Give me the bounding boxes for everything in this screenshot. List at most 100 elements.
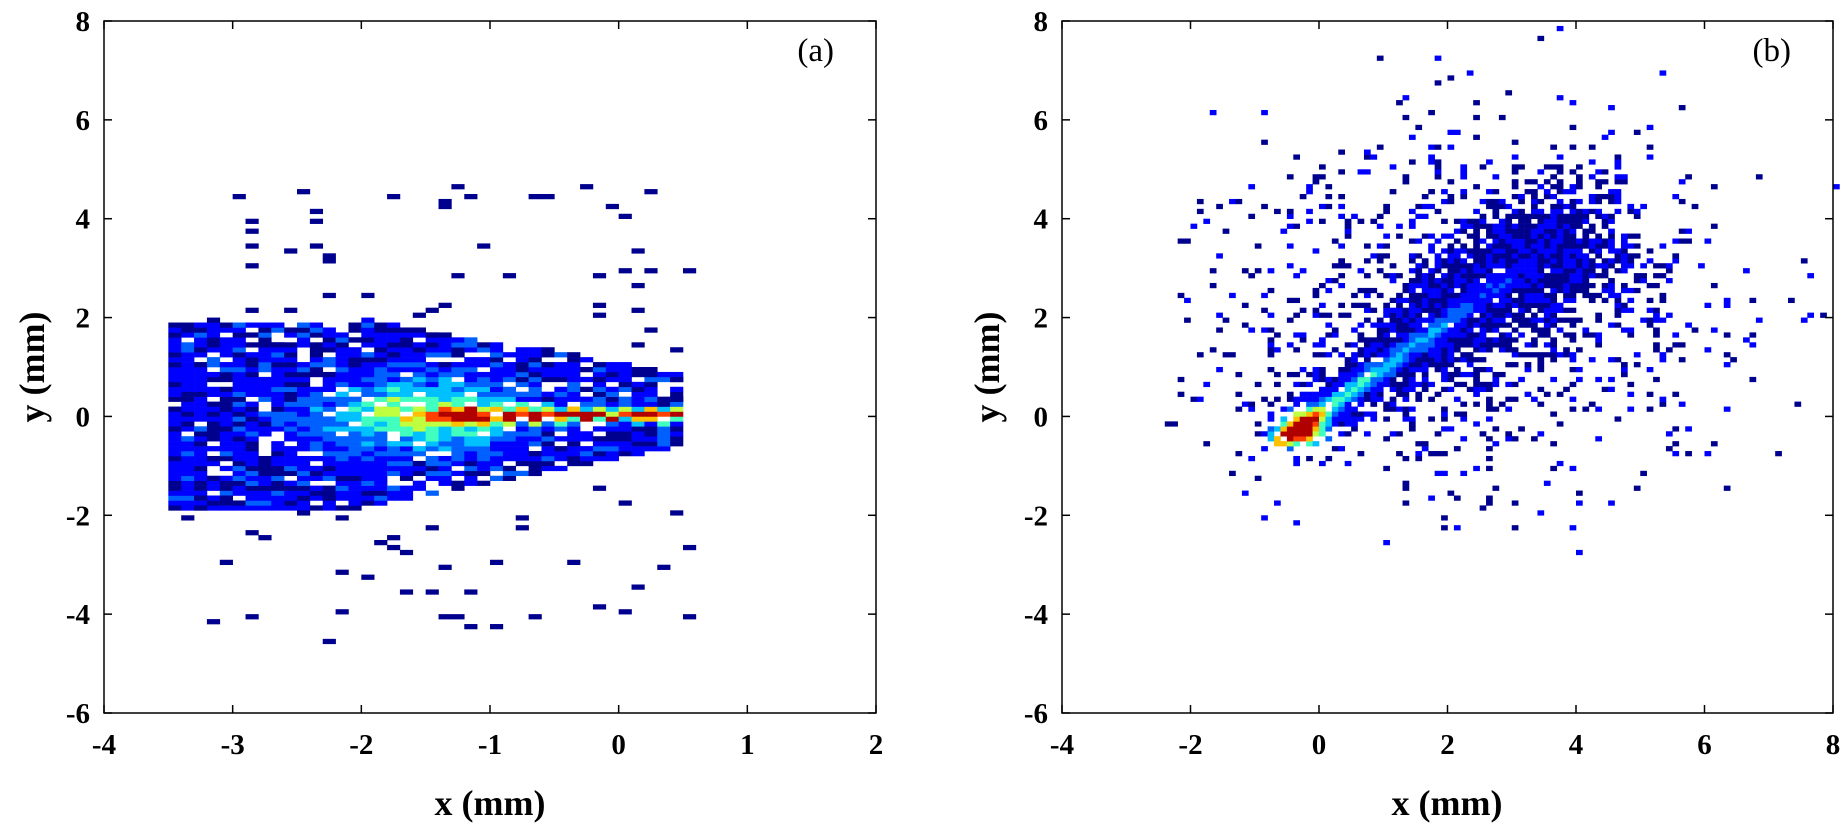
heatmap-cell bbox=[219, 485, 233, 491]
heatmap-cell bbox=[425, 347, 439, 353]
heatmap-cell bbox=[605, 431, 619, 437]
heatmap-cell bbox=[219, 421, 233, 427]
heatmap-cell bbox=[1421, 337, 1429, 343]
heatmap-cell bbox=[1267, 268, 1275, 274]
heatmap-cell bbox=[361, 367, 375, 373]
x-tick-label: 1 bbox=[740, 729, 755, 761]
heatmap-cell bbox=[1614, 189, 1622, 195]
heatmap-cell bbox=[1518, 302, 1525, 308]
heatmap-cell bbox=[1434, 55, 1442, 61]
heatmap-cell bbox=[438, 480, 452, 486]
heatmap-cell bbox=[1511, 258, 1519, 264]
heatmap-cell bbox=[1428, 317, 1435, 323]
heatmap-cell bbox=[1453, 218, 1461, 224]
heatmap-cell bbox=[374, 342, 388, 348]
heatmap-cell bbox=[1730, 357, 1737, 363]
heatmap-cell bbox=[1396, 317, 1403, 323]
heatmap-cell bbox=[464, 376, 478, 383]
heatmap-cell bbox=[1447, 337, 1455, 343]
heatmap-cell bbox=[1312, 248, 1320, 254]
heatmap-cell bbox=[1460, 332, 1468, 338]
heatmap-cell bbox=[1563, 317, 1570, 323]
heatmap-cell bbox=[1441, 362, 1448, 368]
heatmap-cell bbox=[322, 406, 336, 412]
heatmap-cell bbox=[1209, 282, 1217, 289]
heatmap-cell bbox=[670, 510, 684, 516]
heatmap-cell bbox=[1363, 362, 1371, 368]
heatmap-cell bbox=[258, 327, 272, 333]
heatmap-cell bbox=[1556, 248, 1564, 254]
heatmap-cell bbox=[348, 441, 362, 447]
heatmap-cell bbox=[1531, 228, 1538, 234]
heatmap-cell bbox=[1543, 164, 1551, 170]
heatmap-cell bbox=[528, 391, 542, 397]
heatmap-cell bbox=[1434, 174, 1442, 180]
heatmap-cell bbox=[271, 371, 285, 378]
heatmap-cell bbox=[1344, 401, 1352, 407]
heatmap-cell bbox=[1569, 278, 1577, 284]
heatmap-cell bbox=[1286, 174, 1294, 180]
heatmap-cell bbox=[387, 347, 401, 353]
heatmap-cell bbox=[1344, 421, 1352, 427]
heatmap-cell bbox=[1428, 357, 1435, 363]
heatmap-cell bbox=[1408, 371, 1416, 378]
heatmap-cell bbox=[515, 455, 529, 462]
heatmap-cell bbox=[631, 342, 645, 348]
heatmap-cell bbox=[464, 367, 478, 373]
heatmap-cell bbox=[1672, 426, 1680, 432]
heatmap-cell bbox=[399, 337, 414, 343]
heatmap-cell bbox=[502, 446, 517, 452]
heatmap-cell bbox=[1261, 327, 1268, 333]
heatmap-cell bbox=[567, 357, 581, 363]
heatmap-cell bbox=[374, 470, 388, 477]
heatmap-cell bbox=[1402, 307, 1410, 313]
heatmap-cell bbox=[245, 416, 259, 422]
heatmap-cell bbox=[361, 441, 375, 447]
heatmap-cell bbox=[1428, 243, 1435, 249]
y-tick-label: 6 bbox=[1034, 105, 1049, 137]
heatmap-cell bbox=[322, 446, 336, 452]
heatmap-cell bbox=[1428, 337, 1435, 343]
heatmap-cell bbox=[1344, 391, 1352, 397]
heatmap-cell bbox=[206, 371, 221, 378]
heatmap-cell bbox=[348, 480, 362, 486]
heatmap-cell bbox=[1646, 322, 1654, 328]
heatmap-cell bbox=[309, 465, 324, 472]
heatmap-cell bbox=[515, 525, 529, 531]
heatmap-cell bbox=[1511, 500, 1519, 506]
heatmap-cell bbox=[297, 480, 311, 486]
heatmap-cell bbox=[387, 376, 401, 383]
heatmap-cell bbox=[1543, 233, 1551, 239]
heatmap-cell bbox=[399, 362, 414, 368]
heatmap-cell bbox=[219, 465, 233, 472]
heatmap-cell bbox=[1306, 208, 1313, 215]
heatmap-cell bbox=[245, 451, 259, 457]
x-tick-label: -4 bbox=[1050, 729, 1074, 761]
heatmap-cell bbox=[1306, 218, 1313, 224]
heatmap-cell bbox=[1319, 371, 1326, 378]
heatmap-cell bbox=[1563, 203, 1570, 210]
heatmap-cell bbox=[297, 342, 311, 348]
heatmap-cell bbox=[245, 342, 259, 348]
heatmap-cell bbox=[1486, 367, 1493, 373]
heatmap-cell bbox=[1492, 198, 1500, 205]
heatmap-cell bbox=[1363, 347, 1371, 353]
heatmap-cell bbox=[232, 342, 246, 348]
y-axis-label: y (mm) bbox=[12, 312, 52, 423]
heatmap-cell bbox=[1453, 273, 1461, 279]
heatmap-cell bbox=[399, 460, 414, 467]
heatmap-cell bbox=[1543, 327, 1551, 333]
heatmap-cell bbox=[168, 376, 182, 383]
heatmap-cell bbox=[245, 441, 259, 447]
heatmap-cell bbox=[1524, 253, 1532, 259]
heatmap-cell bbox=[1479, 218, 1487, 224]
heatmap-cell bbox=[1421, 441, 1429, 447]
heatmap-cell bbox=[528, 371, 542, 378]
heatmap-cell bbox=[1550, 307, 1558, 313]
heatmap-cell bbox=[1396, 347, 1403, 353]
heatmap-cell bbox=[1723, 362, 1731, 368]
heatmap-cell bbox=[1659, 292, 1667, 299]
heatmap-cell bbox=[1588, 238, 1596, 244]
heatmap-cell bbox=[1524, 292, 1532, 299]
